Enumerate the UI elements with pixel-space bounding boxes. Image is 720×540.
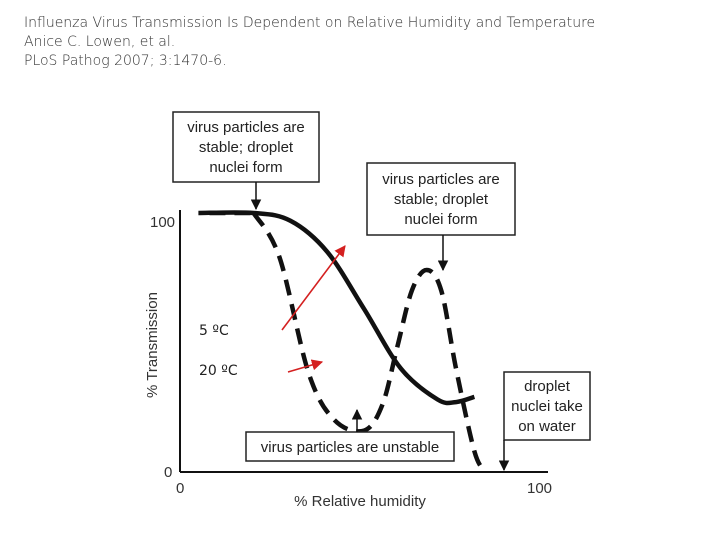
x-tick-label: 100 — [527, 480, 552, 497]
series-label-20c: 20 ºC — [199, 363, 238, 379]
svg-text:droplet: droplet — [524, 378, 571, 395]
x-tick-label: 0 — [176, 480, 184, 497]
y-tick-label: 0 — [164, 464, 172, 481]
svg-text:nuclei take: nuclei take — [511, 398, 583, 415]
citation: Influenza Virus Transmission Is Dependen… — [24, 14, 595, 71]
svg-text:on water: on water — [518, 418, 576, 435]
svg-text:virus particles are unstable: virus particles are unstable — [261, 439, 439, 456]
series-line-5c — [198, 210, 476, 406]
svg-text:stable; droplet: stable; droplet — [199, 139, 294, 156]
svg-text:virus particles are: virus particles are — [382, 171, 500, 188]
svg-text:nuclei form: nuclei form — [404, 211, 477, 228]
y-axis-label: % Transmission — [144, 292, 161, 398]
citation-authors: Anice C. Lowen, et al. — [24, 34, 176, 50]
arrow-5c — [281, 245, 346, 331]
citation-title: Influenza Virus Transmission Is Dependen… — [24, 15, 596, 31]
svg-text:nuclei form: nuclei form — [209, 159, 282, 176]
annotation-bottom-center: virus particles are unstable — [245, 408, 455, 462]
annotation-top-right: virus particles are stable; droplet nucl… — [366, 162, 516, 272]
series-layer — [198, 210, 488, 474]
y-tick-label: 100 — [150, 214, 175, 231]
svg-text:virus particles are: virus particles are — [187, 119, 305, 136]
annotation-bottom-right: droplet nuclei take on water — [498, 371, 591, 472]
annotation-top-left: virus particles are stable; droplet nucl… — [172, 111, 320, 211]
x-axis-label: % Relative humidity — [294, 493, 426, 510]
arrow-20c — [287, 359, 324, 373]
citation-journal: PLoS Pathog 2007; 3:1470-6. — [24, 53, 227, 69]
series-line-20c — [251, 211, 488, 474]
series-label-5c: 5 ºC — [199, 323, 229, 339]
svg-text:stable; droplet: stable; droplet — [394, 191, 489, 208]
